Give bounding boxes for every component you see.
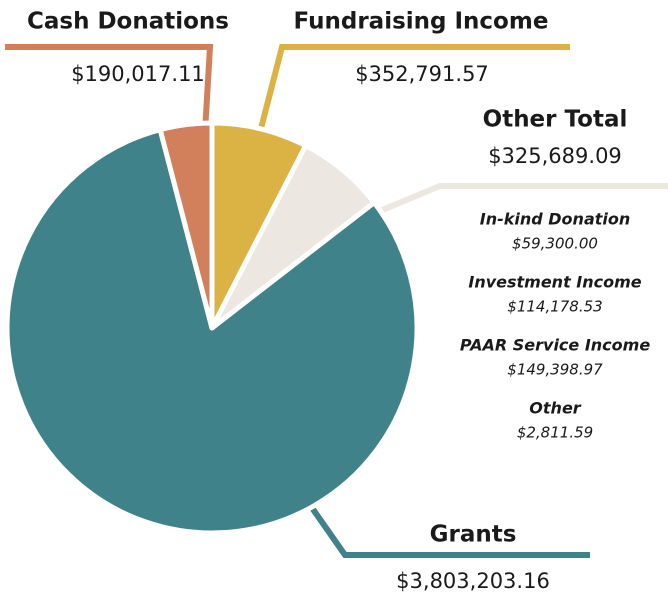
breakdown-value: $114,178.53 (507, 298, 602, 316)
slice-value: $190,017.11 (71, 62, 205, 86)
slice-label: Grants (430, 522, 517, 548)
slice-value: $325,689.09 (488, 144, 622, 168)
breakdown-value: $149,398.97 (507, 361, 603, 379)
breakdown: In-kind Donation $59,300.00 Investment Inc… (460, 210, 650, 442)
leader-line (307, 503, 590, 558)
breakdown-label: PAAR Service Income (460, 336, 650, 355)
leader-line (255, 44, 570, 141)
slice-label: Other Total (483, 107, 628, 133)
slice-value: $352,791.57 (355, 62, 489, 86)
breakdown-value: $2,811.59 (517, 424, 593, 442)
leader-line (5, 44, 214, 133)
slice-value: $3,803,203.16 (396, 569, 550, 593)
slice-label: Fundraising Income (294, 9, 549, 35)
pie-slice (4, 127, 420, 536)
breakdown-value: $59,300.00 (512, 235, 598, 253)
breakdown-label: Investment Income (468, 273, 641, 292)
pie (4, 120, 420, 536)
breakdown-label: Other (529, 399, 581, 418)
leader-line (368, 183, 668, 218)
pie-slice (157, 120, 215, 331)
slice-label: Cash Donations (27, 9, 229, 35)
breakdown-label: In-kind Donation (480, 210, 631, 229)
